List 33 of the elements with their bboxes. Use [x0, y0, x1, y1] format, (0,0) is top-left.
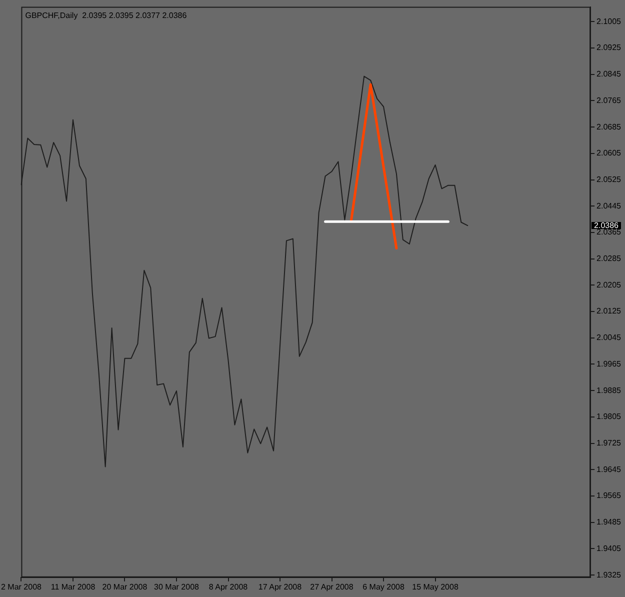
y-tick-label: 2.0445: [596, 201, 622, 210]
x-tick-label: 8 Apr 2008: [208, 582, 248, 592]
x-tick-label: 20 Mar 2008: [102, 582, 148, 592]
y-tick-label: 1.9325: [596, 570, 622, 580]
x-tick-label: 11 Mar 2008: [50, 582, 96, 592]
x-tick-label: 30 Mar 2008: [154, 582, 200, 592]
x-tick-label: 2 Mar 2008: [1, 582, 42, 592]
y-tick-label: 1.9885: [596, 386, 622, 395]
x-tick-label: 15 May 2008: [412, 582, 459, 592]
y-tick-label: 2.0765: [596, 96, 622, 105]
x-tick-label: 27 Apr 2008: [310, 582, 354, 592]
y-tick-label: 1.9645: [596, 464, 622, 474]
y-tick-label: 2.0845: [596, 70, 622, 79]
y-tick-label: 2.0925: [596, 43, 622, 52]
y-tick-label: 2.0125: [596, 306, 622, 316]
y-tick-label: 2.0365: [596, 228, 622, 237]
y-tick-label: 1.9805: [596, 412, 622, 422]
text: GBPCHF,Daily 2.0395 2.0395 2.0377 2.0386: [25, 11, 188, 20]
y-tick-label: 2.0285: [596, 254, 622, 264]
y-tick-label: 1.9485: [596, 518, 622, 527]
y-tick-label: 1.9565: [596, 491, 622, 500]
y-tick-label: 1.9405: [596, 544, 622, 553]
y-tick-label: 2.1005: [596, 16, 622, 26]
x-tick-label: 6 May 2008: [362, 582, 405, 592]
y-tick-label: 1.9725: [596, 438, 622, 448]
y-tick-label: 2.0685: [596, 122, 622, 132]
y-tick-label: 1.9965: [596, 359, 622, 368]
y-tick-label: 2.0605: [596, 148, 622, 158]
y-tick-label: 2.0205: [596, 280, 622, 290]
x-tick-label: 17 Apr 2008: [258, 582, 302, 592]
y-tick-label: 2.0045: [596, 333, 622, 342]
text: 2.0386: [594, 220, 620, 230]
y-tick-label: 2.0525: [596, 174, 622, 184]
